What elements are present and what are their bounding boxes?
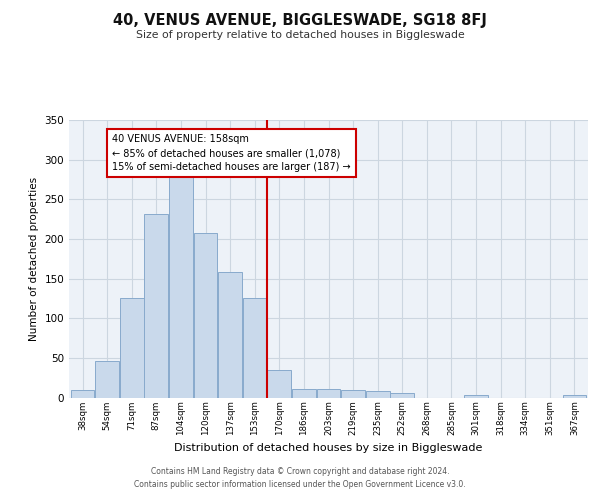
Text: 40, VENUS AVENUE, BIGGLESWADE, SG18 8FJ: 40, VENUS AVENUE, BIGGLESWADE, SG18 8FJ [113,12,487,28]
Bar [194,232,217,398]
Bar [120,298,143,398]
X-axis label: Distribution of detached houses by size in Biggleswade: Distribution of detached houses by size … [175,444,482,454]
Bar [145,214,168,398]
Bar [317,389,340,398]
Bar [292,389,316,398]
Text: Contains HM Land Registry data © Crown copyright and database right 2024.
Contai: Contains HM Land Registry data © Crown c… [134,467,466,489]
Bar [71,390,94,398]
Text: 40 VENUS AVENUE: 158sqm
← 85% of detached houses are smaller (1,078)
15% of semi: 40 VENUS AVENUE: 158sqm ← 85% of detache… [112,134,350,172]
Bar [169,173,193,398]
Bar [391,392,414,398]
Bar [366,391,389,398]
Bar [563,395,586,398]
Bar [95,361,119,398]
Bar [218,272,242,398]
Y-axis label: Number of detached properties: Number of detached properties [29,176,39,341]
Text: Size of property relative to detached houses in Biggleswade: Size of property relative to detached ho… [136,30,464,40]
Bar [464,395,488,398]
Bar [243,298,266,398]
Bar [341,390,365,398]
Bar [268,370,291,398]
